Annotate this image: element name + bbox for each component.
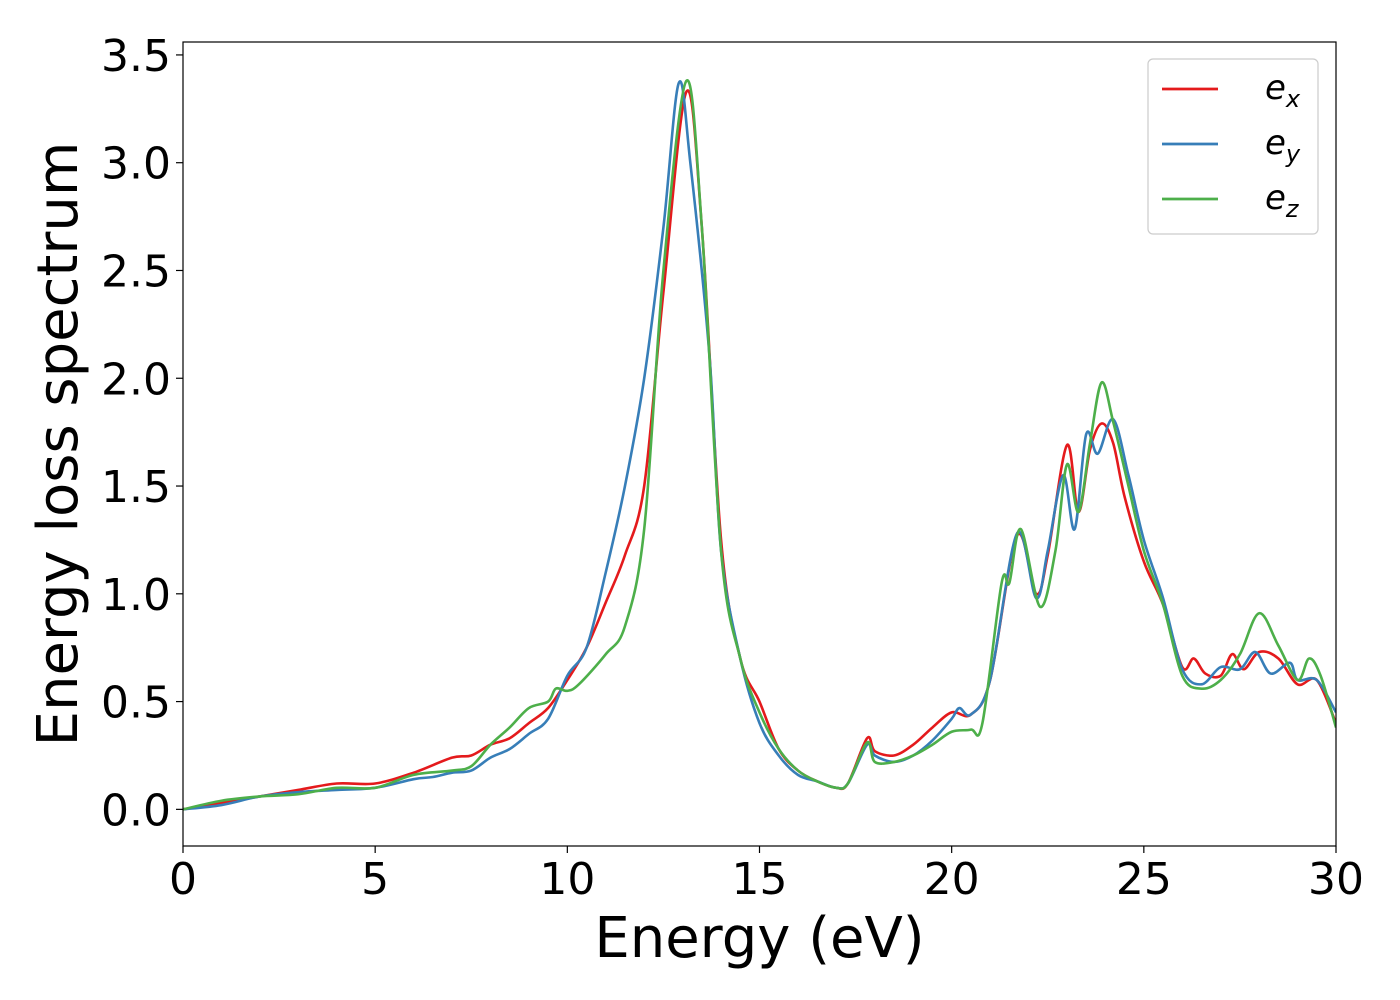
x-axis-ticks: 0 5 10 15 20 25 30	[169, 846, 1364, 905]
legend-label-subscript: y	[1285, 140, 1301, 168]
legend-label-base: e	[1265, 123, 1286, 163]
legend-label-base: e	[1265, 68, 1286, 108]
y-axis-title: Energy loss spectrum	[26, 142, 91, 747]
y-tick-label: 2.0	[101, 354, 171, 405]
y-tick-label: 2.5	[101, 246, 171, 297]
legend-label-e-x: ex	[1265, 68, 1301, 113]
y-tick-label: 3.5	[101, 31, 171, 82]
x-tick-label: 20	[924, 854, 980, 905]
series-line-e-z	[183, 79, 1336, 811]
y-tick-label: 0.5	[101, 678, 171, 729]
x-tick-label: 25	[1116, 854, 1172, 905]
y-axis-ticks: 0.0 0.5 1.0 1.5 2.0 2.5 3.0 3.5	[101, 31, 183, 836]
legend-label-e-y: ey	[1265, 123, 1301, 168]
y-tick-label: 1.0	[101, 570, 171, 621]
x-tick-label: 30	[1308, 854, 1364, 905]
y-tick-label: 1.5	[101, 462, 171, 513]
legend-label-e-z: ez	[1265, 178, 1300, 223]
legend-box	[1147, 58, 1319, 235]
x-tick-label: 0	[169, 854, 197, 905]
series-layer	[183, 79, 1336, 811]
legend-label-base: e	[1265, 178, 1286, 218]
legend-label-subscript: z	[1285, 195, 1300, 223]
x-axis-title: Energy (eV)	[594, 906, 924, 971]
y-tick-label: 3.0	[101, 139, 171, 190]
x-tick-label: 15	[732, 854, 788, 905]
y-tick-label: 0.0	[101, 785, 171, 836]
x-tick-label: 5	[361, 854, 389, 905]
legend-label-subscript: x	[1285, 85, 1301, 113]
x-tick-label: 10	[539, 854, 595, 905]
